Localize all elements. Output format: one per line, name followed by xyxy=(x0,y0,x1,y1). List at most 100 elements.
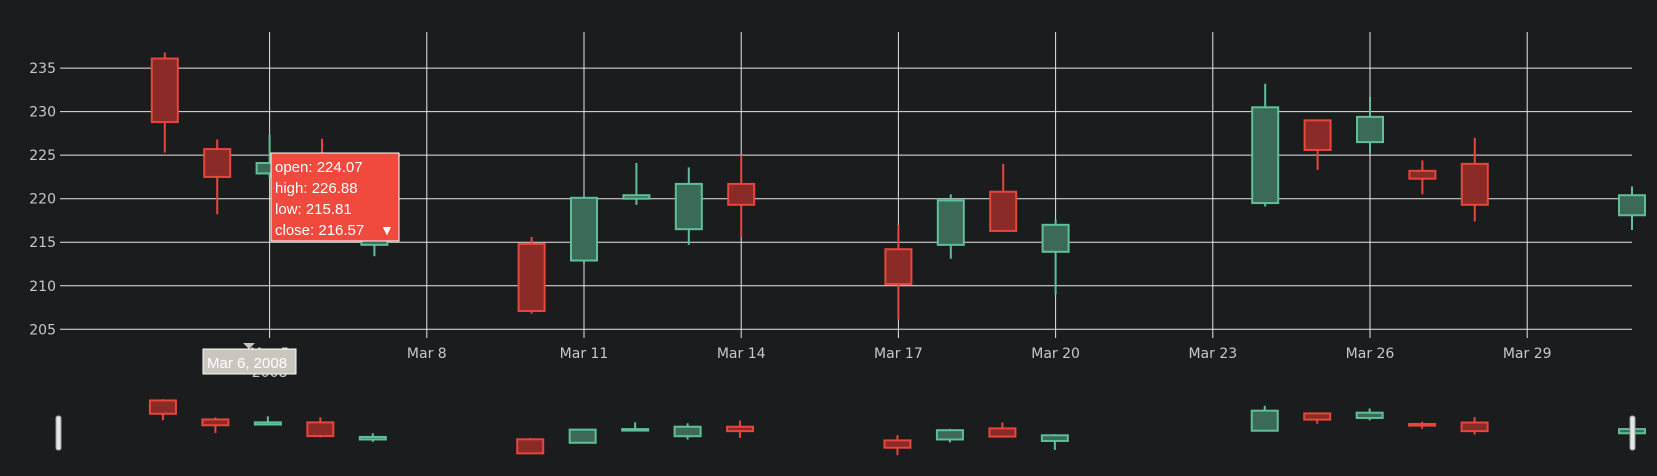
tooltip-low: low: 215.81 xyxy=(275,201,352,218)
slider-candle-body xyxy=(358,435,387,441)
candle-body xyxy=(517,242,546,313)
x-tick-label: Mar 11 xyxy=(560,346,609,362)
slider-candle xyxy=(673,423,702,440)
slider-candle xyxy=(1040,434,1069,450)
slider-candle-body xyxy=(148,399,177,415)
range-slider-right-handle[interactable] xyxy=(1629,415,1636,451)
candle-body xyxy=(884,248,913,286)
slider-candle xyxy=(201,417,230,434)
slider-candle-body xyxy=(1460,421,1489,433)
candle-decreasing[interactable] xyxy=(989,163,1018,232)
candle-increasing[interactable] xyxy=(1618,186,1646,231)
candle-increasing[interactable] xyxy=(622,163,651,205)
candle-body xyxy=(203,148,232,178)
slider-candle-body xyxy=(568,428,597,444)
candle-body xyxy=(989,190,1018,232)
range-slider-left-handle[interactable] xyxy=(55,415,62,451)
slider-candle-body xyxy=(726,425,755,433)
slider-candle-body xyxy=(1250,409,1279,432)
slider-candle-body xyxy=(1355,411,1384,419)
x-hover-pointer xyxy=(243,343,255,349)
candle-increasing[interactable] xyxy=(936,194,965,259)
hover-tooltip: open: 224.07 high: 226.88 low: 215.81 cl… xyxy=(270,152,400,242)
slider-candle-body xyxy=(253,421,282,426)
candle-body xyxy=(1251,106,1280,205)
x-tick-label: Mar 29 xyxy=(1503,346,1552,362)
x-tick-label: Mar 23 xyxy=(1188,346,1237,362)
x-hover-box xyxy=(202,348,297,375)
candle-body xyxy=(1041,223,1070,253)
gridlines xyxy=(60,32,1632,338)
candle-decreasing[interactable] xyxy=(517,237,546,314)
candle-body xyxy=(1303,119,1332,151)
slider-candle-body xyxy=(621,428,650,432)
tooltip-high: high: 226.88 xyxy=(275,180,358,197)
slider-candle xyxy=(621,422,650,432)
tooltip-open: open: 224.07 xyxy=(275,159,363,176)
slider-candle xyxy=(1303,412,1332,424)
x-tick-label: Mar 26 xyxy=(1346,346,1395,362)
candle-body xyxy=(622,194,651,200)
candle-decreasing[interactable] xyxy=(1303,119,1332,170)
y-tick-label: 225 xyxy=(29,148,56,164)
slider-candle xyxy=(1460,417,1489,435)
slider-candle-body xyxy=(1040,434,1069,442)
slider-candle xyxy=(516,437,545,455)
tooltip-box xyxy=(270,152,400,242)
candle-increasing[interactable] xyxy=(674,167,703,245)
slider-candle xyxy=(935,428,964,443)
y-tick-label: 220 xyxy=(29,192,56,208)
slider-candle xyxy=(1355,408,1384,421)
candle-increasing[interactable] xyxy=(1251,83,1280,207)
candle-body xyxy=(936,199,965,246)
slider-candle xyxy=(358,433,387,442)
candle-increasing[interactable] xyxy=(1356,96,1384,154)
slider-candle-body xyxy=(201,418,230,427)
y-tick-label: 210 xyxy=(29,279,56,295)
candle-body xyxy=(1408,169,1437,180)
x-tick-label: Mar 14 xyxy=(717,346,766,362)
tooltip-close: close: 216.57 xyxy=(275,222,364,239)
candle-decreasing[interactable] xyxy=(203,139,232,215)
candle-decreasing[interactable] xyxy=(150,52,179,153)
candle-body xyxy=(1356,115,1384,144)
x-hover-text: Mar 6, 2008 xyxy=(207,355,287,372)
candle-body xyxy=(1618,194,1646,217)
slider-candle-body xyxy=(673,425,702,438)
y-tick-label: 230 xyxy=(29,105,56,121)
candle-increasing[interactable] xyxy=(1041,219,1070,295)
y-tick-label: 235 xyxy=(29,61,56,77)
slider-candle-body xyxy=(1303,412,1332,421)
slider-candle-body xyxy=(935,429,964,441)
x-hover-label: Mar 6, 2008 xyxy=(202,343,297,375)
candle-decreasing[interactable] xyxy=(1460,137,1489,222)
candle-increasing[interactable] xyxy=(570,196,598,264)
candle-decreasing[interactable] xyxy=(727,155,756,238)
y-tick-label: 205 xyxy=(29,322,56,338)
candle-decreasing[interactable] xyxy=(884,224,913,320)
x-tick-label: Mar 17 xyxy=(874,346,923,362)
slider-candle xyxy=(568,428,597,444)
slider-candle-body xyxy=(516,438,545,455)
slider-candle-body xyxy=(883,439,912,449)
slider-candle xyxy=(1408,421,1437,429)
range-slider[interactable] xyxy=(55,399,1646,456)
slider-candle xyxy=(988,422,1017,438)
slider-candle xyxy=(253,416,282,426)
y-axis-ticks: 205 210 215 220 225 230 235 xyxy=(29,61,56,338)
candle-decreasing[interactable] xyxy=(1408,160,1437,195)
candle-body xyxy=(570,196,598,262)
x-tick-label: Mar 20 xyxy=(1031,346,1080,362)
x-tick-label: Mar 8 xyxy=(407,346,447,362)
candle-body xyxy=(1460,162,1489,206)
candle-body xyxy=(674,182,703,231)
y-tick-label: 215 xyxy=(29,235,56,251)
slider-candle xyxy=(726,420,755,438)
slider-candle xyxy=(883,435,912,456)
slider-candle xyxy=(148,399,177,421)
candle-body xyxy=(150,57,179,124)
slider-candle xyxy=(306,417,335,438)
candle-body xyxy=(727,182,756,206)
